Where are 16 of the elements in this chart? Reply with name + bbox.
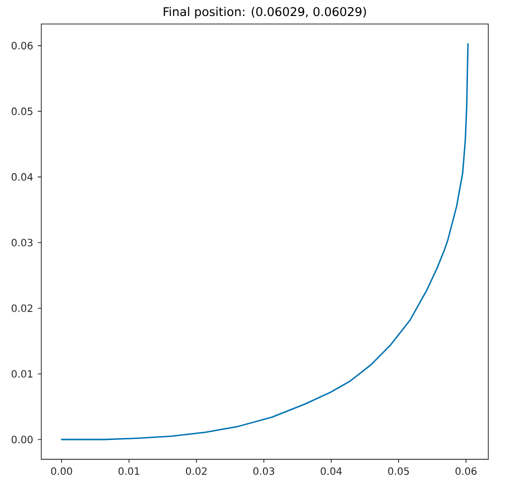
line-series bbox=[60, 43, 469, 440]
y-tick-label: 0.02 bbox=[12, 304, 32, 312]
y-tick-label: 0.00 bbox=[12, 436, 33, 444]
chart-title: Final position: (0.06029, 0.06029) bbox=[164, 6, 366, 18]
y-tick-label: 0.01 bbox=[12, 370, 32, 378]
x-tick-label: 0.01 bbox=[118, 467, 140, 475]
x-tick-label: 0.06 bbox=[456, 467, 477, 475]
x-tick-label: 0.02 bbox=[186, 467, 207, 475]
y-tick-label: 0.04 bbox=[12, 173, 33, 181]
x-tick-label: 0.04 bbox=[320, 467, 342, 475]
y-tick-label: 0.03 bbox=[12, 238, 32, 246]
y-tick-label: 0.05 bbox=[12, 108, 32, 116]
x-tick-label: 0.00 bbox=[51, 467, 72, 475]
x-tick-label: 0.05 bbox=[388, 467, 409, 475]
y-tick-label: 0.06 bbox=[12, 42, 33, 50]
x-tick-label: 0.03 bbox=[253, 467, 274, 475]
